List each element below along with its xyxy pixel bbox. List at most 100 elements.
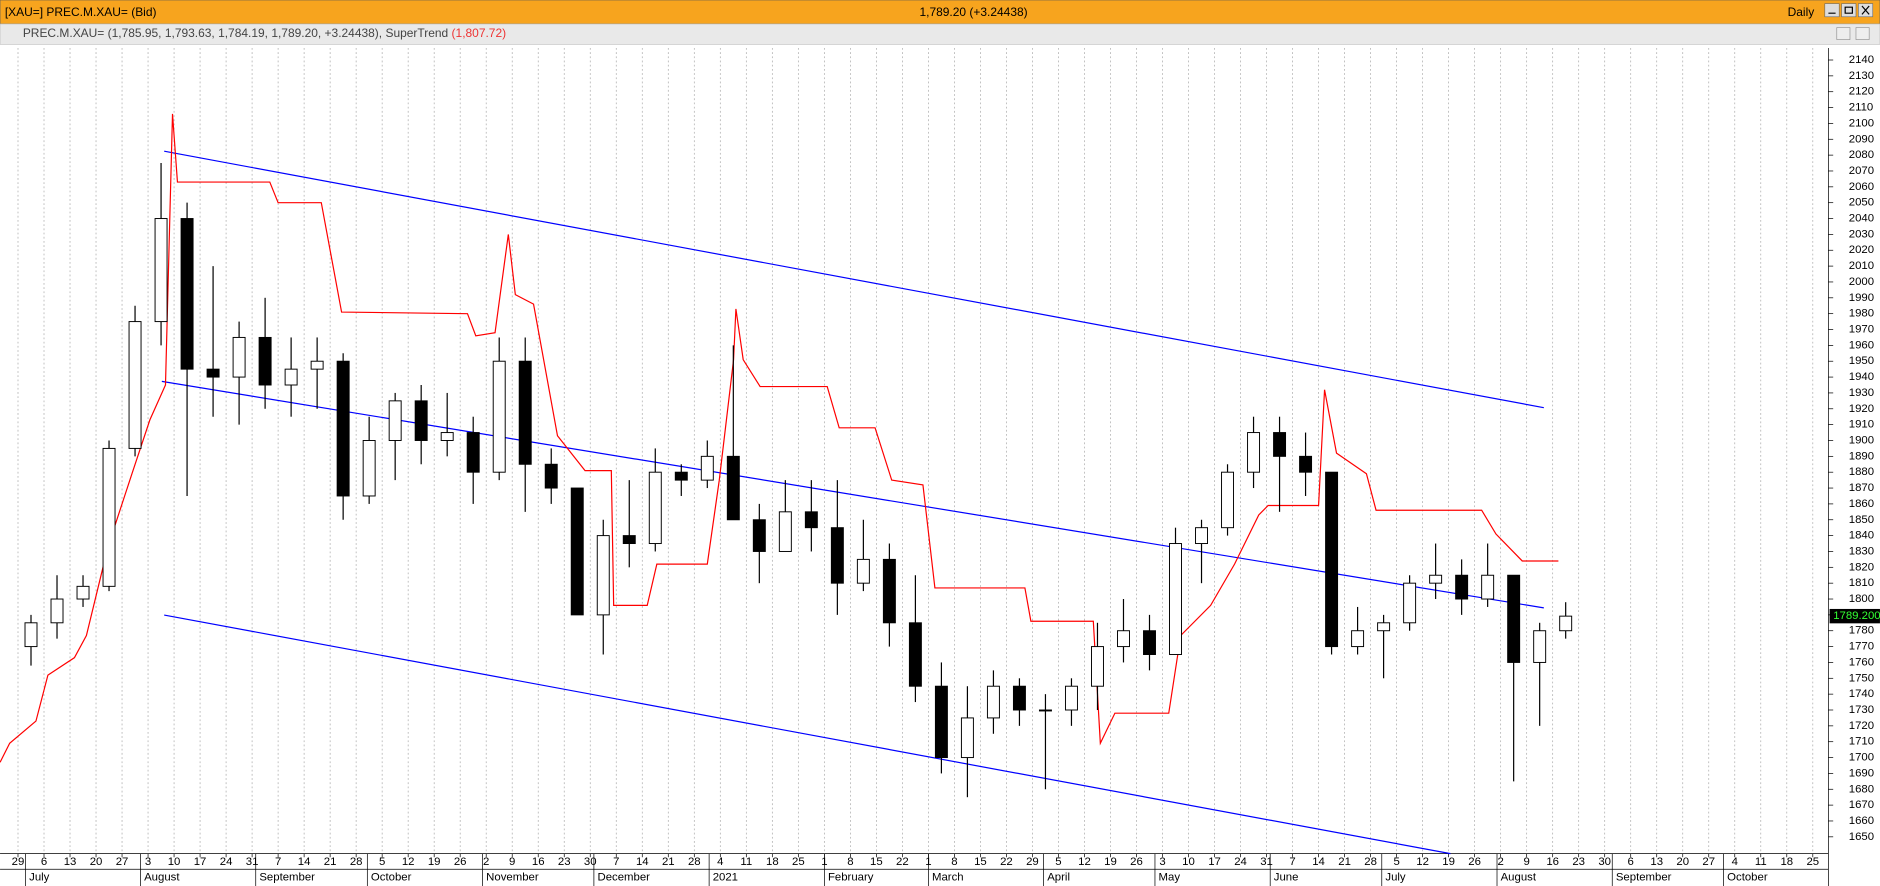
candle-body — [1481, 574, 1495, 600]
candle-body — [1195, 527, 1208, 545]
y-tick-label: 1760 — [1849, 656, 1874, 668]
month-label: 2021 — [713, 872, 738, 884]
candle-body — [154, 218, 168, 323]
candle-body — [934, 685, 948, 759]
y-tick-label: 2050 — [1849, 197, 1874, 209]
candle-body — [596, 535, 610, 616]
x-tick-label: 5 — [1055, 856, 1061, 868]
x-tick-label: 5 — [1393, 856, 1399, 868]
y-tick-label: 1740 — [1849, 688, 1874, 700]
y-tick-label: 1990 — [1849, 292, 1874, 304]
y-tick-label: 1820 — [1849, 561, 1874, 573]
x-tick-label: 14 — [298, 856, 311, 868]
candle-body — [440, 432, 454, 441]
y-tick-label: 1650 — [1849, 831, 1874, 843]
x-tick-label: 29 — [12, 856, 25, 868]
candle-body — [1038, 709, 1052, 712]
y-tick-label: 1980 — [1849, 308, 1874, 320]
y-tick-label: 2010 — [1849, 260, 1874, 272]
y-tick-label: 1720 — [1849, 720, 1874, 732]
month-label: September — [259, 872, 315, 884]
y-tick-label: 2000 — [1849, 276, 1874, 288]
candle-body — [986, 685, 1000, 719]
pane-buttons[interactable] — [1836, 27, 1870, 40]
x-tick-label: 12 — [1078, 856, 1091, 868]
x-tick-label: 27 — [116, 856, 129, 868]
window-buttons[interactable] — [1824, 3, 1874, 18]
x-tick-label: 10 — [168, 856, 181, 868]
x-tick-label: 28 — [1364, 856, 1377, 868]
candle-body — [960, 717, 974, 759]
x-tick-label: 29 — [1026, 856, 1039, 868]
month-label: July — [1385, 872, 1406, 884]
candle-body — [1403, 582, 1417, 624]
candle-body — [1429, 574, 1443, 584]
y-tick-label: 1660 — [1849, 815, 1874, 827]
month-label: March — [932, 872, 964, 884]
y-tick-label: 2120 — [1849, 86, 1874, 98]
y-tick-label: 1730 — [1849, 704, 1874, 716]
candle-body — [1533, 630, 1547, 663]
x-tick-label: 9 — [1524, 856, 1530, 868]
y-tick-label: 1860 — [1849, 498, 1874, 510]
y-tick-label: 1810 — [1849, 577, 1874, 589]
x-tick-label: 19 — [428, 856, 441, 868]
y-tick-label: 2040 — [1849, 213, 1874, 225]
month-label: November — [486, 872, 539, 884]
plot-area — [0, 47, 1829, 854]
indicator-value: (1,807.72) — [452, 26, 507, 40]
x-tick-label: 7 — [613, 856, 619, 868]
y-tick-label: 2140 — [1849, 54, 1874, 66]
interval: Daily — [1788, 5, 1815, 19]
candle-body — [830, 527, 844, 584]
month-label: October — [1727, 872, 1768, 884]
x-tick-label: 22 — [1000, 856, 1013, 868]
x-tick-label: 11 — [1755, 856, 1767, 868]
y-tick-label: 1700 — [1849, 752, 1874, 764]
x-tick-label: 4 — [1732, 856, 1738, 868]
y-tick-label: 1880 — [1849, 466, 1874, 478]
x-tick-label: 28 — [350, 856, 363, 868]
candle-body — [1325, 471, 1339, 648]
candle-body — [310, 360, 324, 370]
x-tick-label: 18 — [766, 856, 779, 868]
month-label: December — [597, 872, 650, 884]
candle-body — [1351, 630, 1365, 648]
x-tick-label: 27 — [1702, 856, 1715, 868]
x-tick-label: 18 — [1780, 856, 1793, 868]
candle-body — [102, 447, 116, 587]
candle-body — [674, 471, 688, 481]
candle-body — [336, 360, 350, 497]
price-tag-label: 1789.200 — [1833, 610, 1880, 622]
x-tick-label: 20 — [90, 856, 103, 868]
y-tick-label: 1670 — [1849, 799, 1874, 811]
x-tick-label: 22 — [896, 856, 909, 868]
x-tick-label: 23 — [558, 856, 571, 868]
x-tick-label: 9 — [509, 856, 515, 868]
x-tick-label: 31 — [246, 856, 259, 868]
x-tick-label: 10 — [1182, 856, 1195, 868]
x-tick-label: 14 — [1312, 856, 1325, 868]
candle-body — [882, 558, 896, 624]
y-tick-label: 1750 — [1849, 672, 1874, 684]
x-tick-label: 21 — [1338, 856, 1351, 868]
x-tick-label: 15 — [974, 856, 987, 868]
x-tick-label: 19 — [1442, 856, 1455, 868]
x-tick-label: 1 — [821, 856, 827, 868]
candle-body — [1117, 630, 1130, 648]
x-tick-label: 12 — [1416, 856, 1429, 868]
candle-body — [1455, 574, 1469, 600]
candle-body — [492, 360, 506, 473]
y-tick-label: 2060 — [1849, 181, 1874, 193]
candle-body — [908, 622, 922, 687]
x-tick-label: 16 — [1546, 856, 1559, 868]
candle-body — [1064, 685, 1078, 711]
x-tick-label: 13 — [1650, 856, 1663, 868]
candle-body — [1143, 630, 1156, 655]
candle-body — [1273, 432, 1287, 457]
candle-body — [1012, 685, 1026, 711]
y-tick-label: 1830 — [1849, 545, 1874, 557]
symbol-info: PREC.M.XAU= (1,785.95, 1,793.63, 1,784.1… — [23, 26, 506, 40]
candle-body — [544, 463, 558, 489]
